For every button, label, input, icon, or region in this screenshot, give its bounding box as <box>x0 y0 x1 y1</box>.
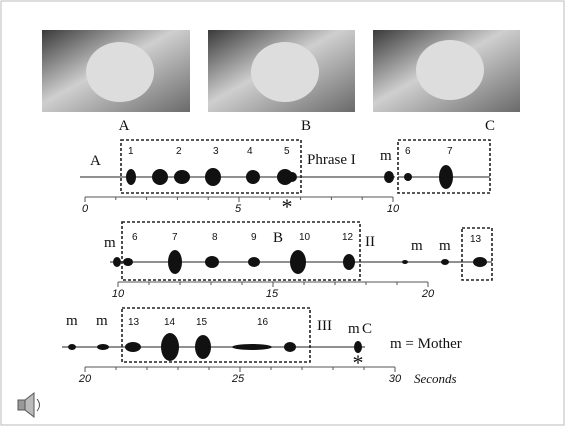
photo-label: C <box>485 118 495 134</box>
segment-number: 13 <box>470 234 482 245</box>
tick-label: 20 <box>421 288 435 300</box>
phrase-label: II <box>365 234 375 250</box>
waveform-burst <box>284 342 296 352</box>
waveform-burst <box>205 168 221 186</box>
segment-number: 7 <box>447 146 453 157</box>
segment-number: 6 <box>405 146 411 157</box>
photo-face <box>86 42 154 102</box>
waveform-burst <box>248 257 260 267</box>
tick-label: 30 <box>389 373 402 385</box>
waveform-burst <box>152 169 168 185</box>
segment-number: 3 <box>213 146 219 157</box>
tick-label: 0 <box>82 203 89 215</box>
segment-number: 4 <box>247 146 253 157</box>
waveform-burst <box>246 170 260 184</box>
slide: A B C A 1 2 3 4 5 Phrase I m 6 7 0 5 10 … <box>0 0 565 426</box>
waveform-burst <box>439 165 453 189</box>
waveform-burst <box>97 344 109 350</box>
waveform-burst <box>402 260 408 264</box>
segment-number: 16 <box>257 317 269 328</box>
segment-number: 9 <box>251 232 257 243</box>
mother-mark: m <box>380 148 392 164</box>
segment-number: 13 <box>128 317 140 328</box>
segment-number: 12 <box>342 232 354 243</box>
waveform-burst <box>161 333 179 361</box>
marker: * <box>282 194 293 219</box>
row-label: B <box>273 230 283 246</box>
photo-face <box>416 40 484 100</box>
legend: m = Mother <box>390 336 462 352</box>
mother-mark: m <box>66 313 78 329</box>
tick-label: 10 <box>387 203 400 215</box>
waveform-burst <box>123 258 133 266</box>
segment-number: 1 <box>128 146 134 157</box>
photo-label: B <box>301 118 311 134</box>
phrase-label: III <box>317 318 332 334</box>
waveform-burst <box>113 257 121 267</box>
waveform-burst <box>384 171 394 183</box>
waveform-burst <box>287 172 297 182</box>
segment-number: 10 <box>299 232 311 243</box>
segment-number: 14 <box>164 317 176 328</box>
tick-label: 15 <box>266 288 279 300</box>
axis-unit: Seconds <box>414 371 457 386</box>
row-label: A <box>90 153 101 169</box>
waveform-burst <box>354 341 362 353</box>
phrase-label: Phrase I <box>307 152 356 168</box>
tick-label: 10 <box>112 288 125 300</box>
tick-label: 25 <box>231 373 245 385</box>
waveform-burst <box>205 256 219 268</box>
photo-face <box>251 42 319 102</box>
segment-number: 15 <box>196 317 208 328</box>
marker: * <box>353 350 364 375</box>
segment-number: 6 <box>132 232 138 243</box>
mother-mark: m <box>104 235 116 251</box>
tick-label: 5 <box>235 203 242 215</box>
row-label: C <box>362 321 372 337</box>
mother-mark: m <box>96 313 108 329</box>
waveform-burst <box>441 259 449 265</box>
segment-number: 8 <box>212 232 218 243</box>
mother-mark: m <box>439 238 451 254</box>
photo-label: A <box>119 118 130 134</box>
segment-number: 7 <box>172 232 178 243</box>
waveform-burst <box>195 335 211 359</box>
waveform-burst <box>290 250 306 274</box>
waveform-burst <box>126 169 136 185</box>
waveform-burst <box>232 344 272 350</box>
mother-mark: m <box>411 238 423 254</box>
segment-number: 2 <box>176 146 182 157</box>
tick-label: 20 <box>78 373 92 385</box>
mother-mark: m <box>348 321 360 337</box>
waveform-burst <box>473 257 487 267</box>
waveform-burst <box>404 173 412 181</box>
waveform-burst <box>174 170 190 184</box>
waveform-burst <box>68 344 76 350</box>
segment-number: 5 <box>284 146 290 157</box>
waveform-burst <box>125 342 141 352</box>
waveform-burst <box>168 250 182 274</box>
waveform-burst <box>343 254 355 270</box>
